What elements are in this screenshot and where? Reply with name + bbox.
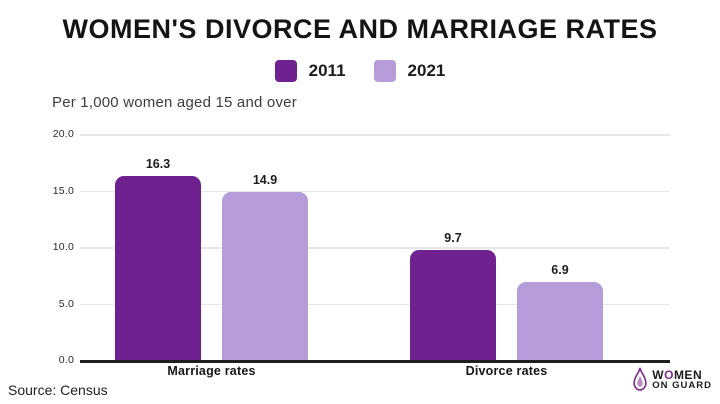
y-axis: 20.0 15.0 10.0 5.0 0.0 bbox=[38, 128, 74, 366]
plot-area: 16.3 14.9 9.7 6.9 bbox=[80, 134, 670, 363]
legend-item-2011: 2011 bbox=[274, 60, 346, 82]
bar-value-marriage-2011: 16.3 bbox=[145, 156, 171, 171]
bar-group-marriage-rates: 16.3 14.9 bbox=[115, 134, 308, 360]
chart-subtitle: Per 1,000 women aged 15 and over bbox=[52, 94, 297, 111]
brand-w: W bbox=[652, 367, 665, 382]
legend-swatch-2021 bbox=[373, 60, 396, 82]
x-label-marriage-rates: Marriage rates bbox=[167, 364, 256, 378]
bar-value-marriage-2021: 14.9 bbox=[252, 172, 278, 187]
legend-item-2021: 2021 bbox=[373, 60, 446, 82]
source-note: Source: Census bbox=[8, 382, 108, 398]
y-tick-0: 0.0 bbox=[58, 354, 74, 366]
legend: 2011 2021 bbox=[0, 60, 720, 82]
bar-group-divorce-rates: 9.7 6.9 bbox=[410, 134, 603, 360]
brand-o: O bbox=[664, 367, 674, 382]
legend-label-2011: 2011 bbox=[308, 61, 346, 80]
y-tick-20: 20.0 bbox=[52, 128, 74, 140]
y-tick-5: 5.0 bbox=[58, 297, 74, 310]
legend-swatch-2011 bbox=[274, 60, 297, 82]
brand-line2: ON GUARD bbox=[652, 380, 712, 392]
y-tick-10: 10.0 bbox=[52, 241, 74, 253]
bar-divorce-2021: 6.9 bbox=[517, 263, 603, 360]
bar-value-divorce-2021: 6.9 bbox=[551, 263, 569, 278]
brand-men: MEN bbox=[673, 367, 703, 382]
x-axis-labels: Marriage rates Divorce rates bbox=[80, 364, 670, 380]
y-tick-15: 15.0 bbox=[52, 184, 74, 197]
bar-marriage-2011: 16.3 bbox=[115, 157, 201, 360]
gridline-10 bbox=[80, 247, 670, 249]
gridline-15 bbox=[80, 190, 670, 192]
legend-label-2021: 2021 bbox=[407, 61, 446, 80]
bar-value-divorce-2011: 9.7 bbox=[444, 231, 462, 246]
x-label-divorce-rates: Divorce rates bbox=[465, 364, 548, 378]
gridline-5 bbox=[80, 303, 670, 305]
hands-flame-icon bbox=[633, 367, 647, 391]
gridline-20 bbox=[80, 134, 670, 136]
brand-line1: WOMEN bbox=[652, 367, 712, 382]
brand-text: WOMEN ON GUARD bbox=[652, 367, 712, 392]
bar-divorce-2011: 9.7 bbox=[410, 231, 496, 360]
bar-marriage-2021: 14.9 bbox=[222, 173, 308, 360]
chart-title: WOMEN'S DIVORCE AND MARRIAGE RATES bbox=[62, 14, 658, 44]
brand-logo: WOMEN ON GUARD bbox=[631, 366, 712, 394]
